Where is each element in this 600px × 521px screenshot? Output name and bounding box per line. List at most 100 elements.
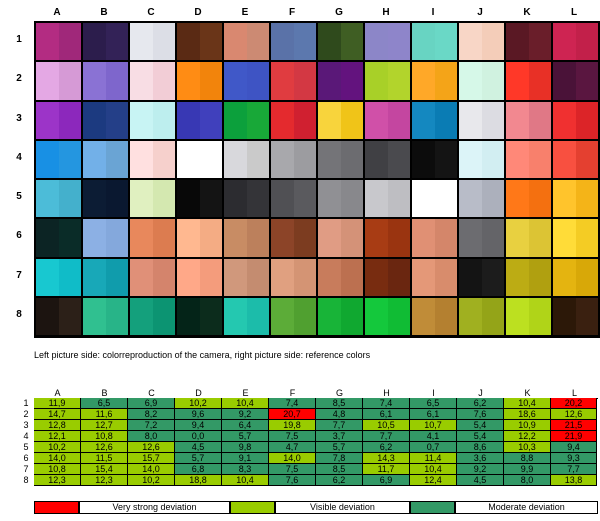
color-patch bbox=[224, 180, 269, 218]
deviation-cell: 8,0 bbox=[504, 475, 551, 486]
table-column-headers: A B C D E F G H I J K L bbox=[34, 388, 598, 398]
color-patch bbox=[553, 62, 598, 100]
color-patch bbox=[271, 258, 316, 296]
deviation-cell: 8,6 bbox=[457, 442, 504, 453]
patch-reference-half bbox=[246, 297, 269, 335]
patch-camera-half bbox=[553, 101, 576, 139]
deviation-cell: 12,3 bbox=[81, 475, 128, 486]
patch-reference-half bbox=[387, 297, 410, 335]
patch-camera-half bbox=[271, 23, 294, 61]
deviation-cell: 6,5 bbox=[81, 398, 128, 409]
color-patch bbox=[365, 140, 410, 178]
deviation-cell: 10,3 bbox=[504, 442, 551, 453]
patch-reference-half bbox=[340, 297, 363, 335]
patch-camera-half bbox=[36, 180, 59, 218]
color-patch bbox=[83, 180, 128, 218]
patch-camera-half bbox=[365, 297, 388, 335]
color-patch bbox=[177, 297, 222, 335]
chart-row-header: 3 bbox=[16, 112, 22, 124]
color-patch bbox=[459, 62, 504, 100]
patch-reference-half bbox=[58, 297, 81, 335]
color-patch bbox=[459, 219, 504, 257]
patch-reference-half bbox=[199, 101, 222, 139]
patch-reference-half bbox=[528, 258, 551, 296]
deviation-cell: 12,6 bbox=[81, 442, 128, 453]
patch-camera-half bbox=[365, 62, 388, 100]
patch-reference-half bbox=[199, 219, 222, 257]
patch-camera-half bbox=[318, 140, 341, 178]
deviation-cell: 11,5 bbox=[81, 453, 128, 464]
patch-reference-half bbox=[387, 140, 410, 178]
deviation-cell: 5,4 bbox=[457, 431, 504, 442]
patch-camera-half bbox=[506, 140, 529, 178]
patch-camera-half bbox=[365, 258, 388, 296]
deviation-cell: 7,2 bbox=[128, 420, 175, 431]
patch-camera-half bbox=[318, 23, 341, 61]
patch-reference-half bbox=[246, 101, 269, 139]
color-patch bbox=[553, 258, 598, 296]
patch-camera-half bbox=[177, 23, 200, 61]
color-patch bbox=[36, 219, 81, 257]
color-patch bbox=[224, 101, 269, 139]
patch-reference-half bbox=[528, 219, 551, 257]
color-patch bbox=[83, 62, 128, 100]
patch-reference-half bbox=[246, 180, 269, 218]
patch-reference-half bbox=[105, 23, 128, 61]
chart-column-header: L bbox=[570, 7, 578, 18]
deviation-cell: 10,2 bbox=[175, 398, 222, 409]
deviation-cell: 0,0 bbox=[175, 431, 222, 442]
color-patch bbox=[506, 140, 551, 178]
patch-reference-half bbox=[105, 62, 128, 100]
patch-camera-half bbox=[130, 258, 153, 296]
patch-reference-half bbox=[199, 297, 222, 335]
patch-camera-half bbox=[318, 101, 341, 139]
color-patch bbox=[412, 219, 457, 257]
chart-row-header: 4 bbox=[16, 151, 22, 163]
deviation-cell: 7,7 bbox=[316, 420, 363, 431]
deviation-cell: 6,8 bbox=[175, 464, 222, 475]
patch-reference-half bbox=[152, 23, 175, 61]
deviation-cell: 6,2 bbox=[363, 442, 410, 453]
patch-reference-half bbox=[152, 180, 175, 218]
patch-reference-half bbox=[434, 23, 457, 61]
color-patch bbox=[271, 219, 316, 257]
color-patch bbox=[224, 62, 269, 100]
deviation-cell: 11,7 bbox=[363, 464, 410, 475]
patch-reference-half bbox=[58, 219, 81, 257]
patch-reference-half bbox=[528, 23, 551, 61]
legend-very-strong-swatch bbox=[34, 501, 79, 514]
color-patch bbox=[130, 23, 175, 61]
deviation-cell: 19,8 bbox=[269, 420, 316, 431]
color-patch bbox=[83, 258, 128, 296]
patch-reference-half bbox=[58, 101, 81, 139]
deviation-cell: 6,4 bbox=[222, 420, 269, 431]
deviation-cell: 6,1 bbox=[363, 409, 410, 420]
deviation-table: 11,9 6,5 6,9 10,2 10,4 7,4 8,5 7,4 6,5 6,2 10,4 20,… bbox=[34, 398, 598, 486]
chart-column-header: C bbox=[147, 7, 155, 18]
chart-column-header: E bbox=[241, 7, 249, 18]
color-patch bbox=[177, 23, 222, 61]
patch-reference-half bbox=[434, 219, 457, 257]
patch-reference-half bbox=[340, 140, 363, 178]
chart-column-header: B bbox=[100, 7, 108, 18]
deviation-cell: 8,8 bbox=[504, 453, 551, 464]
deviation-cell: 5,4 bbox=[457, 420, 504, 431]
color-patch bbox=[130, 62, 175, 100]
deviation-cell: 10,9 bbox=[504, 420, 551, 431]
deviation-cell: 21,9 bbox=[551, 431, 597, 442]
patch-reference-half bbox=[58, 23, 81, 61]
patch-reference-half bbox=[293, 219, 316, 257]
patch-camera-half bbox=[130, 140, 153, 178]
patch-camera-half bbox=[36, 258, 59, 296]
patch-reference-half bbox=[387, 219, 410, 257]
patch-reference-half bbox=[481, 219, 504, 257]
color-patch bbox=[36, 62, 81, 100]
deviation-cell: 4,1 bbox=[410, 431, 457, 442]
deviation-cell: 9,2 bbox=[457, 464, 504, 475]
patch-reference-half bbox=[340, 219, 363, 257]
deviation-cell: 7,6 bbox=[457, 409, 504, 420]
patch-reference-half bbox=[293, 140, 316, 178]
deviation-cell: 6,9 bbox=[363, 475, 410, 486]
patch-camera-half bbox=[506, 180, 529, 218]
deviation-cell: 9,4 bbox=[551, 442, 597, 453]
